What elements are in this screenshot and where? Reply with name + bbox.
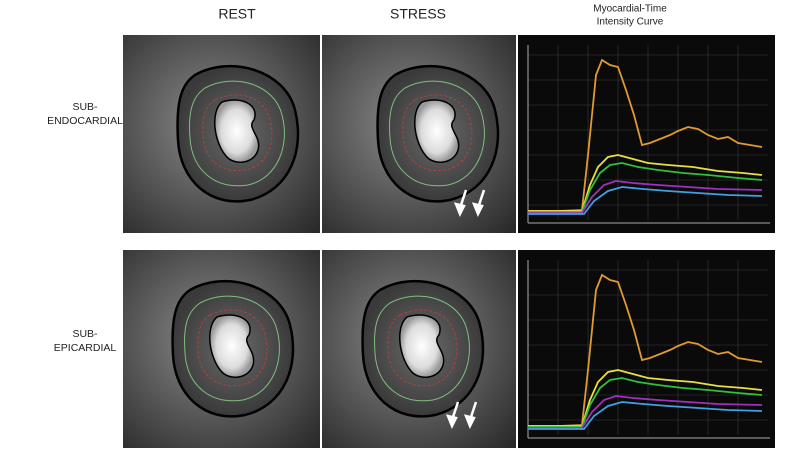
row-label: SUB- [72, 101, 98, 113]
column-header: REST [218, 6, 256, 22]
intensity-curve [517, 34, 776, 234]
row-label: SUB- [72, 328, 98, 340]
curve-title: Myocardial-Time [593, 4, 667, 15]
row-label: EPICARDIAL [54, 342, 117, 354]
heart-contour [176, 64, 300, 203]
row-label: ENDOCARDIAL [47, 115, 123, 127]
intensity-curve [517, 249, 776, 449]
heart-contour [361, 279, 485, 418]
heart-contour [376, 64, 500, 203]
column-header: STRESS [390, 6, 446, 22]
heart-contour [171, 279, 295, 418]
curve-title: Intensity Curve [597, 17, 664, 28]
